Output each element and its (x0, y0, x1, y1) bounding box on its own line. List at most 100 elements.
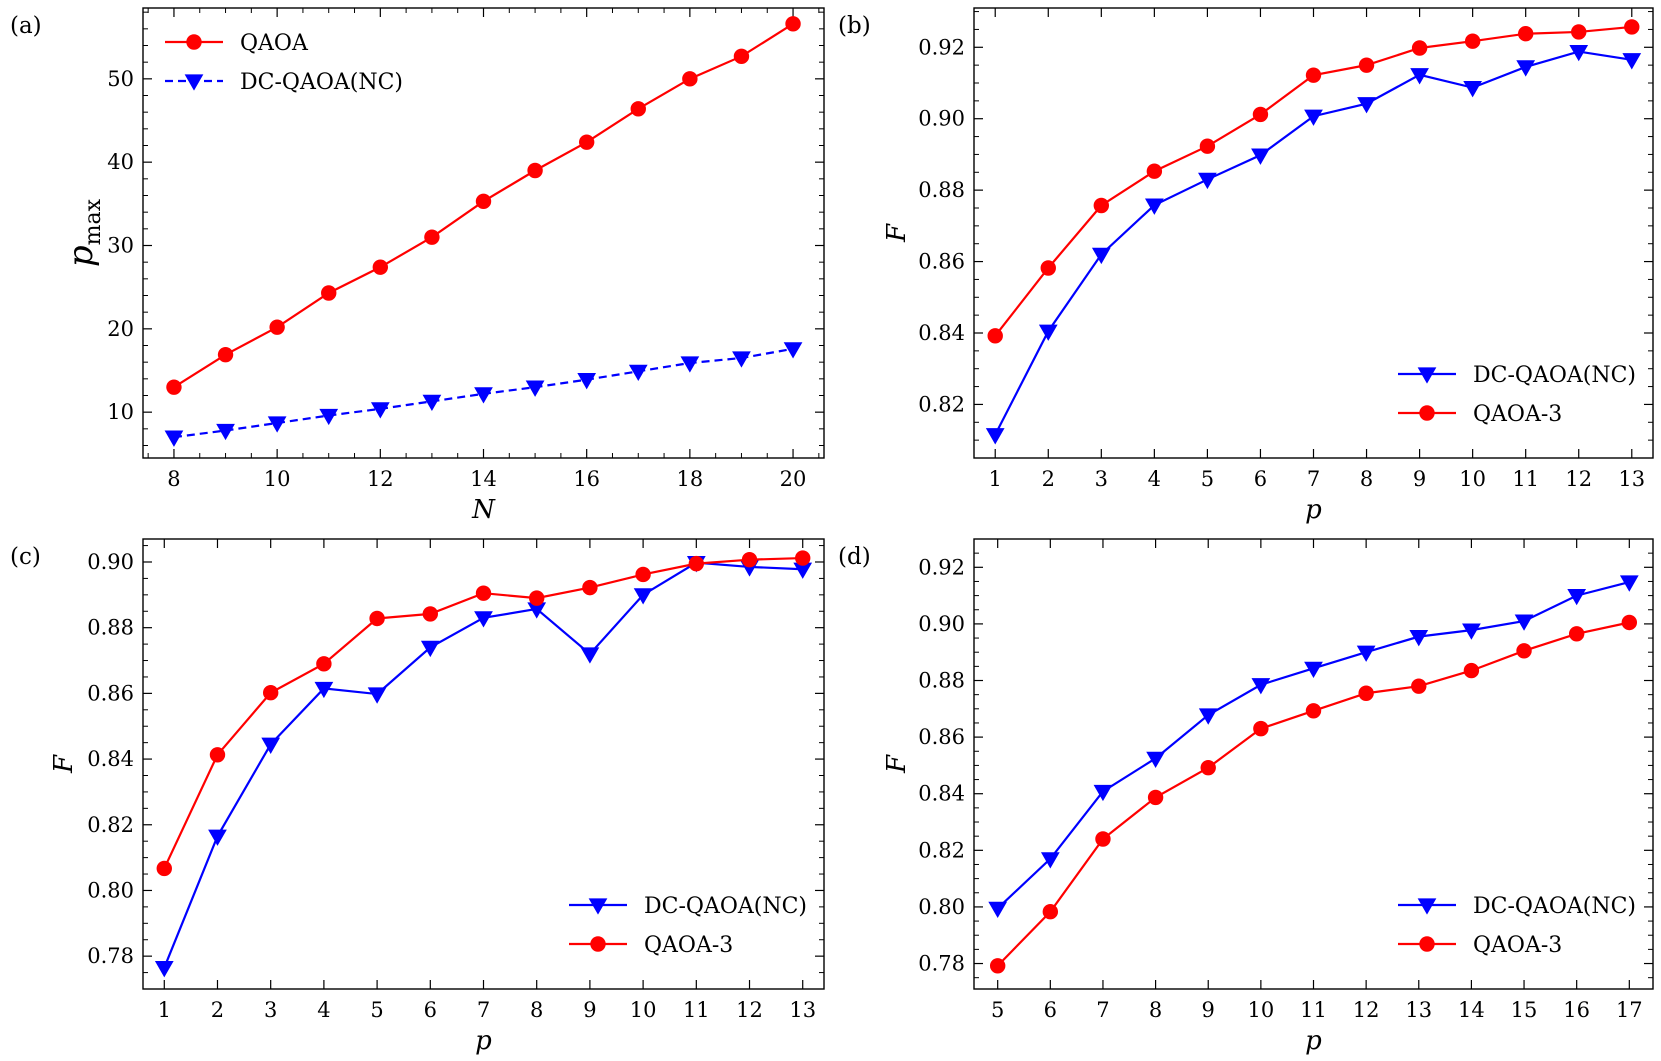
x-tick-label: 5 (1201, 467, 1214, 491)
y-tick-label: 10 (107, 400, 134, 424)
data-point (1514, 614, 1534, 631)
data-point (795, 550, 811, 566)
data-point (156, 860, 172, 877)
series-qaoa-3 (987, 19, 1640, 344)
y-axis-label: pmax (61, 198, 106, 267)
data-point (1619, 575, 1639, 592)
series-dc-qaoa-nc- (988, 575, 1639, 919)
data-point (1358, 57, 1375, 73)
data-point (1040, 852, 1060, 869)
data-point (1093, 784, 1113, 802)
x-axis-label: p (475, 1026, 492, 1056)
y-tick-label: 0.86 (87, 681, 134, 705)
data-point (1253, 720, 1269, 737)
x-axis-label: p (1305, 495, 1322, 525)
data-point (680, 356, 700, 373)
y-tick-label: 0.90 (918, 612, 965, 636)
data-point (989, 958, 1006, 974)
y-axis-label: F (49, 754, 79, 774)
x-tick-label: 12 (367, 467, 394, 491)
data-point (269, 319, 285, 335)
x-tick-label: 10 (1247, 998, 1274, 1022)
data-point (577, 373, 597, 390)
x-tick-label: 8 (530, 998, 543, 1022)
data-point (1358, 685, 1374, 701)
data-point (367, 687, 387, 704)
data-point (985, 428, 1005, 445)
data-point (635, 566, 651, 583)
data-point (1252, 106, 1269, 123)
x-tick-label: 11 (683, 998, 710, 1022)
legend-marker (588, 898, 608, 915)
series-line (163, 556, 803, 869)
series-dc-qaoa-nc- (985, 44, 1642, 445)
data-point (216, 423, 235, 441)
data-point (475, 585, 492, 601)
data-point (217, 346, 234, 363)
legend-marker (1419, 405, 1435, 421)
x-tick-label: 10 (630, 998, 657, 1022)
data-point (988, 901, 1008, 919)
data-point (164, 430, 184, 447)
data-point (1093, 197, 1110, 214)
data-point (1144, 198, 1164, 215)
x-axis-label: p (1305, 1026, 1322, 1056)
y-tick-label: 0.78 (87, 944, 134, 968)
x-tick-label: 4 (1148, 467, 1161, 491)
x-tick-label: 10 (1459, 467, 1486, 491)
x-tick-label: 13 (789, 998, 816, 1022)
y-tick-label: 0.84 (87, 747, 134, 771)
x-tick-label: 4 (317, 998, 330, 1022)
data-point (785, 16, 801, 32)
x-tick-label: 9 (583, 998, 596, 1022)
x-tick-label: 8 (1360, 467, 1373, 491)
y-tick-label: 0.92 (918, 555, 965, 579)
y-tick-label: 0.82 (918, 838, 965, 862)
y-tick-label: 0.80 (918, 895, 965, 919)
series-qaoa-3 (989, 614, 1638, 974)
data-point (422, 394, 442, 412)
x-tick-label: 6 (1254, 467, 1267, 491)
series-qaoa-3 (156, 550, 811, 877)
data-point (733, 48, 750, 65)
legend-marker (1417, 898, 1437, 915)
series-line (996, 580, 1630, 910)
y-tick-label: 0.90 (87, 550, 134, 574)
y-tick-label: 0.88 (918, 178, 965, 202)
y-tick-label: 30 (107, 234, 134, 258)
data-point (1091, 247, 1111, 265)
data-point (630, 101, 646, 117)
data-point (1095, 831, 1111, 847)
legend-entry: QAOA-3 (1473, 402, 1562, 427)
series-qaoa (166, 16, 801, 395)
y-tick-label: 0.86 (918, 725, 965, 749)
data-point (1038, 324, 1058, 341)
data-point (154, 961, 174, 978)
x-tick-label: 9 (1202, 998, 1215, 1022)
data-point (1516, 60, 1536, 77)
data-point (1409, 630, 1429, 647)
x-tick-label: 3 (264, 998, 277, 1022)
legend-marker (186, 34, 202, 50)
y-tick-label: 0.86 (918, 250, 965, 274)
x-tick-label: 12 (1565, 467, 1592, 491)
plot-frame (142, 538, 825, 990)
panel-b: (b)1 2 3 4 5 6 7 8 9 10 11 12 130.820.840.860.880.90… (838, 7, 1654, 525)
data-point (1146, 751, 1165, 769)
x-tick-label: 11 (1512, 467, 1539, 491)
y-tick-label: 0.84 (918, 321, 965, 345)
data-point (1357, 97, 1376, 114)
legend-marker (590, 936, 606, 952)
y-axis-label-main: p (61, 245, 101, 267)
x-tick-label: 14 (470, 467, 497, 491)
data-point (314, 681, 334, 699)
data-point (1516, 643, 1532, 659)
data-point (1464, 33, 1481, 49)
data-point (1040, 260, 1056, 276)
data-point (1147, 789, 1164, 806)
x-tick-label: 7 (1096, 998, 1109, 1022)
panel-c: (c)1 2 3 4 5 6 7 8 9 10 11 12 130.780.800.820.840.86… (10, 538, 825, 1056)
data-point (261, 737, 281, 754)
y-tick-label: 0.88 (918, 669, 965, 693)
